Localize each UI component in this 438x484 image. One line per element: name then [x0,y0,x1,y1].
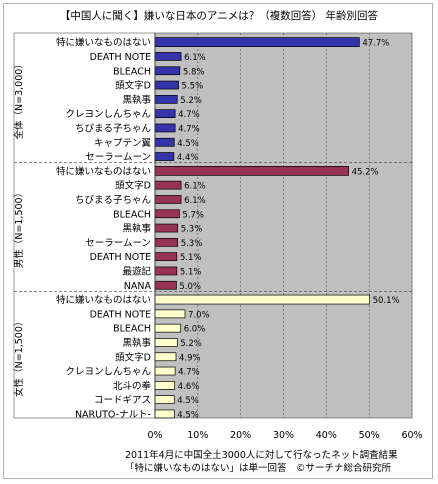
data-label: 6.1% [184,53,206,63]
bar [154,152,175,161]
category-label: セーラームーン [85,152,151,163]
bar [154,137,175,147]
category-label: 黒執事 [122,94,151,106]
bar [154,80,179,90]
category-label: 特に嫌いなものはない [56,294,151,306]
x-tick-label: 30% [273,430,294,441]
category-label: 黒執事 [122,223,151,235]
bar [154,280,177,290]
x-tick-label: 60% [401,430,422,441]
bar [154,180,182,190]
data-label: 45.2% [352,167,379,177]
bar [154,294,370,305]
category-label: ちびまる子ちゃん [75,123,151,134]
group-label: 男性（N=1,500） [13,188,25,268]
category-label: 北斗の拳 [113,380,152,392]
chart-title: 【中国人に聞く】嫌いな日本のアニメは？（複数回答） 年齢別回答 [59,10,379,22]
data-label: 6.1% [184,196,206,206]
bar [154,252,178,261]
source-note-line: 「特に嫌いなものはない」は単一回答 ©サーチナ総合研究所 [125,463,392,474]
data-label: 6.1% [184,182,206,192]
data-label: 5.8% [183,67,205,77]
data-label: 4.7% [178,368,200,378]
data-label: 7.0% [188,310,210,320]
category-label: キャプテン翼 [94,138,152,149]
data-label: 4.7% [178,110,200,120]
category-label: DEATH NOTE [90,52,151,63]
data-label: 5.1% [180,267,202,277]
category-label: ちびまる子ちゃん [75,195,151,206]
bar [154,66,181,76]
x-tick-label: 20% [230,430,251,441]
data-label: 4.6% [178,382,200,392]
category-label: クレヨンしんちゃん [65,367,151,378]
bar [154,409,175,419]
category-label: 最遊記 [122,265,151,277]
data-label: 4.4% [177,153,199,163]
data-label: 5.2% [180,339,202,349]
label-area [13,32,156,419]
category-label: クレヨンしんちゃん [65,109,151,120]
data-label: 4.9% [179,353,201,363]
data-label: 5.7% [182,210,204,220]
data-label: 5.1% [180,253,202,263]
bar [154,266,178,276]
x-tick-label: 0% [147,430,162,441]
x-tick-label: 50% [359,430,380,441]
source-note: 2011年4月に中国全土3000人に対して行なったネット調査結果 「特に嫌いなも… [125,449,435,475]
bar [154,395,175,404]
category-label: 頭文字D [115,351,151,363]
x-tick-label: 10% [187,430,208,441]
category-label: NANA [124,281,152,292]
bar [154,309,186,319]
group-label: 全体（N=3,000） [13,59,25,139]
bar [154,381,176,390]
category-label: DEATH NOTE [90,252,151,263]
category-label: 黒執事 [122,337,151,349]
data-label: 6.0% [184,325,206,335]
category-label: 頭文字D [115,80,151,92]
data-label: 5.2% [180,96,202,106]
data-label: 4.5% [177,139,199,149]
category-label: 特に嫌いなものはない [56,165,151,177]
category-label: NARUTO-ナルト- [75,409,151,420]
bar [154,195,182,204]
bar [154,109,176,119]
category-label: DEATH NOTE [90,309,151,320]
data-label: 5.5% [182,82,204,92]
category-label: コードギアス [94,395,151,406]
bar [154,338,178,347]
data-label: 47.7% [362,39,389,49]
bar [154,323,182,333]
category-label: セーラームーン [85,238,151,249]
source-note-line: 2011年4月に中国全土3000人に対して行なったネット調査結果 [125,450,398,461]
bar [154,123,176,133]
data-label: 50.1% [373,296,400,306]
category-label: BLEACH [113,66,151,77]
category-label: 頭文字D [115,180,151,192]
bar [154,37,360,48]
bar [154,52,182,61]
bar [154,352,177,362]
data-label: 4.7% [178,124,200,134]
bar [154,94,178,104]
bar [154,223,179,233]
bar [154,238,179,247]
bar [154,366,176,376]
data-label: 5.3% [181,239,203,249]
bar [154,166,349,176]
category-label: BLEACH [113,324,151,335]
data-label: 4.5% [177,396,199,406]
group-label: 女性（N=1,500） [13,317,25,397]
bar [154,209,180,219]
category-label: 特に嫌いなものはない [56,37,151,49]
category-label: BLEACH [113,209,151,220]
data-label: 5.0% [179,282,201,292]
data-label: 4.5% [177,410,199,420]
data-label: 5.3% [181,225,203,235]
x-tick-label: 40% [316,430,337,441]
